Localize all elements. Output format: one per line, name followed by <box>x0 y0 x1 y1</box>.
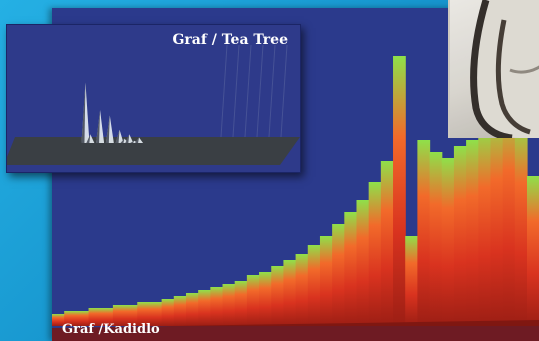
inset-peak-shadow <box>86 134 91 143</box>
spectrum-bar <box>295 254 309 326</box>
kadidlo-graph-label: Graf /Kadidlo <box>62 322 160 337</box>
spectrum-bar <box>198 290 211 326</box>
kadidlo-spectrum <box>52 56 539 341</box>
spectrum-bar <box>100 308 114 326</box>
spectrum-bar <box>185 293 199 326</box>
spectrum-bar <box>161 299 175 326</box>
spectrum-bar <box>319 236 333 326</box>
inset-peak-shadow <box>125 134 130 143</box>
spectrum-bar <box>88 308 102 326</box>
tea-tree-graph-label: Graf / Tea Tree <box>172 32 288 48</box>
inset-floor <box>7 137 300 165</box>
spectrum-bar <box>332 224 345 326</box>
spectrum-bar <box>393 56 406 326</box>
tea-tree-graph-panel: Graf / Tea Tree <box>6 24 301 173</box>
spectrum-bar <box>271 266 285 326</box>
spectrum-bar <box>502 104 516 326</box>
spectrum-bar <box>478 128 492 326</box>
spectrum-bar <box>64 311 77 326</box>
spectrum-bar <box>222 284 236 326</box>
spectrum-bar <box>234 281 248 326</box>
product-photo <box>448 0 539 138</box>
inset-peak-shadow <box>135 137 140 143</box>
spectrum-bar <box>490 116 504 326</box>
spectrum-bar <box>246 275 260 326</box>
spectrum-bar <box>417 140 431 326</box>
spectrum-bar <box>344 212 358 326</box>
inset-grid-line <box>244 44 252 138</box>
spectrum-bar <box>76 311 90 326</box>
spectrum-bar <box>441 158 455 326</box>
spectrum-base <box>52 320 539 341</box>
inset-grid-line <box>280 44 288 138</box>
inset-grid-line <box>256 44 264 138</box>
spectrum-bar <box>429 152 443 326</box>
product-photo-image <box>450 0 539 138</box>
inset-peak-shadow <box>96 110 101 143</box>
spectrum-bar <box>125 305 138 326</box>
spectrum-bar <box>527 176 539 326</box>
spectrum-bar <box>405 236 418 326</box>
spectrum-bar <box>259 272 272 326</box>
spectrum-bar <box>514 122 528 326</box>
spectrum-bar <box>368 182 382 326</box>
inset-grid-line <box>232 44 240 138</box>
inset-grid-line <box>220 44 228 138</box>
spectrum-bar <box>307 245 321 326</box>
spectrum-bar <box>137 302 151 326</box>
spectrum-bar <box>453 146 467 326</box>
spectrum-bar <box>466 140 479 326</box>
spectrum-bar <box>52 314 65 326</box>
inset-grid-line <box>268 44 276 138</box>
spectrum-bar <box>149 302 163 326</box>
spectrum-bar <box>210 287 224 326</box>
spectrum-bar <box>283 260 297 326</box>
tea-tree-spectrum <box>7 44 300 165</box>
inset-peak-shadow <box>105 115 110 143</box>
spectrum-bar <box>173 296 187 326</box>
spectrum-bar <box>380 161 394 326</box>
spectrum-bar <box>112 305 126 326</box>
inset-peak-shadow <box>81 82 86 143</box>
spectrum-bar <box>356 200 370 326</box>
